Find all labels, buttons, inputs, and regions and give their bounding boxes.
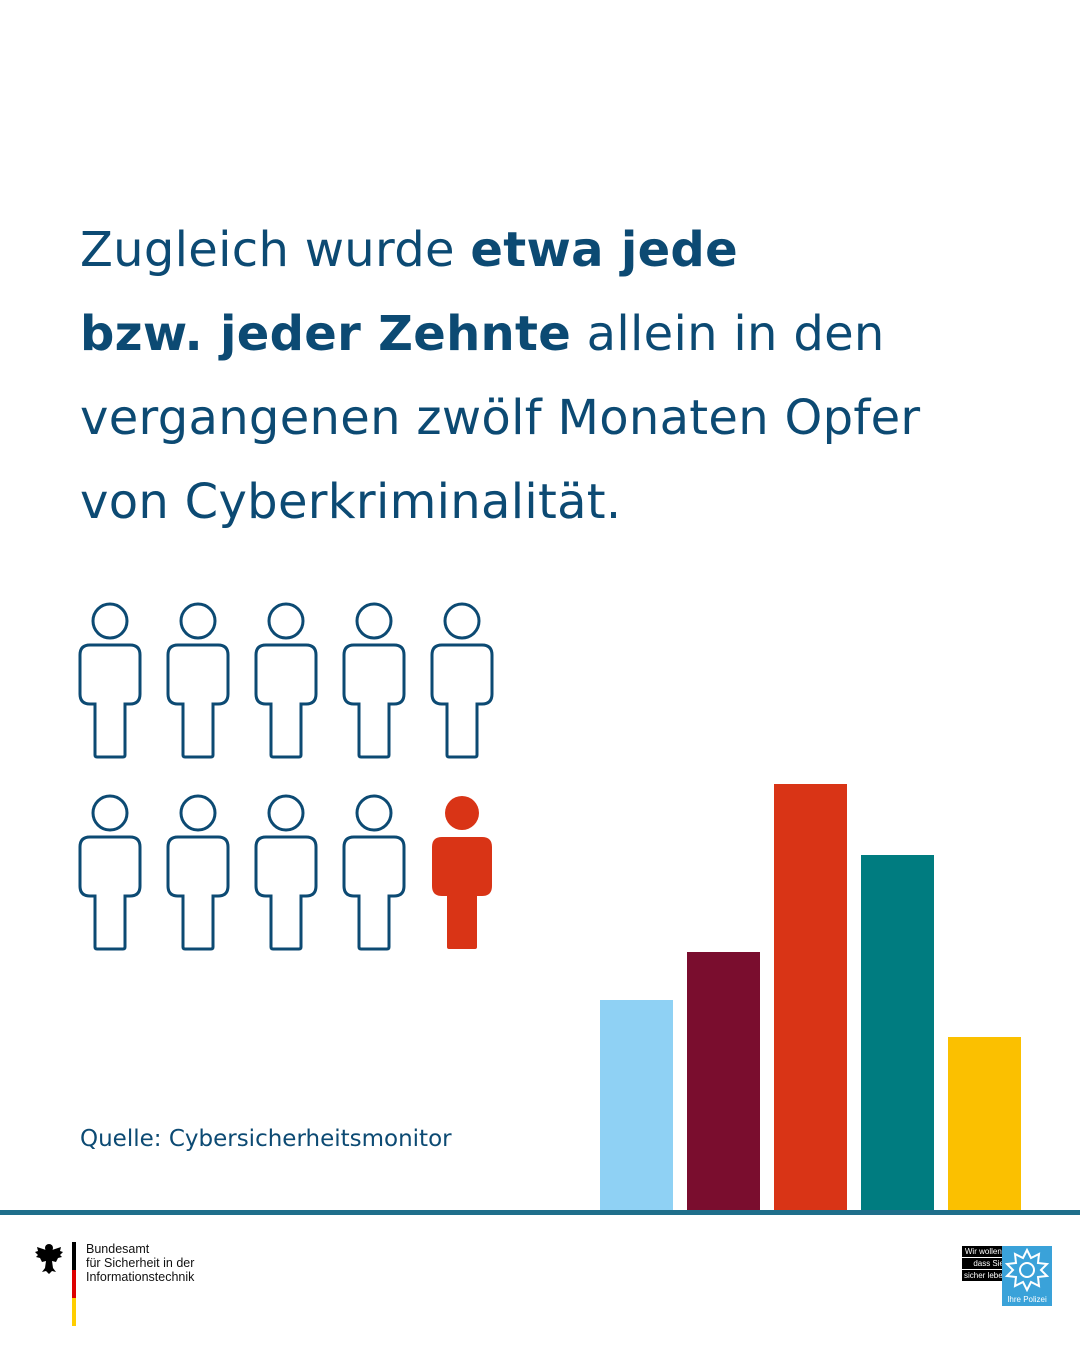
footer-divider bbox=[0, 1210, 1080, 1215]
bsi-line: Informationstechnik bbox=[86, 1270, 195, 1284]
headline-bold-2: bzw. jeder Zehnte bbox=[80, 306, 572, 362]
police-logo: Wir wollen, dass Sie sicher leben. Ihre … bbox=[962, 1246, 1054, 1308]
flag-stripe-red bbox=[72, 1270, 76, 1298]
bsi-name: Bundesamt für Sicherheit in der Informat… bbox=[86, 1242, 194, 1284]
headline-text-2: allein in den bbox=[571, 306, 885, 362]
flag-stripe-gold bbox=[72, 1298, 76, 1326]
people-pictogram bbox=[78, 602, 518, 954]
headline: Zugleich wurde etwa jede bzw. jeder Zehn… bbox=[80, 208, 1040, 544]
police-slogan-line: dass Sie bbox=[962, 1258, 1006, 1269]
police-tag: Ihre Polizei bbox=[1007, 1295, 1047, 1304]
person-icon bbox=[342, 794, 406, 951]
federal-eagle-icon bbox=[35, 1244, 63, 1274]
bsi-line: für Sicherheit in der bbox=[86, 1256, 195, 1270]
bsi-logo: Bundesamt für Sicherheit in der Informat… bbox=[34, 1240, 294, 1330]
german-flag-bar bbox=[72, 1242, 76, 1326]
person-icon bbox=[430, 602, 494, 759]
police-slogan: Wir wollen, dass Sie sicher leben. bbox=[962, 1246, 1010, 1282]
bsi-line: Bundesamt bbox=[86, 1242, 150, 1256]
person-icon bbox=[254, 794, 318, 951]
person-icon bbox=[78, 794, 142, 951]
decorative-bar-graphic bbox=[600, 760, 1024, 1212]
person-icon bbox=[342, 602, 406, 759]
decor-bar bbox=[687, 952, 760, 1212]
person-icon bbox=[78, 602, 142, 759]
person-icon bbox=[254, 602, 318, 759]
police-slogan-line: Wir wollen, bbox=[962, 1246, 1006, 1257]
headline-line-4: von Cyberkriminalität. bbox=[80, 474, 622, 530]
decor-bar bbox=[774, 784, 847, 1212]
person-icon-highlighted bbox=[432, 796, 492, 949]
person-icon bbox=[166, 794, 230, 951]
headline-text-1: Zugleich wurde bbox=[80, 222, 471, 278]
decor-bar bbox=[861, 855, 934, 1212]
decor-bar bbox=[948, 1037, 1021, 1212]
flag-stripe-black bbox=[72, 1242, 76, 1270]
decor-bar bbox=[600, 1000, 673, 1212]
person-icon bbox=[166, 602, 230, 759]
police-badge: Ihre Polizei bbox=[1002, 1246, 1052, 1306]
headline-line-3: vergangenen zwölf Monaten Opfer bbox=[80, 390, 921, 446]
source-note: Quelle: Cybersicherheitsmonitor bbox=[80, 1126, 452, 1152]
police-star-icon bbox=[1004, 1248, 1050, 1292]
police-slogan-line: sicher leben. bbox=[962, 1270, 1010, 1281]
headline-bold-1: etwa jede bbox=[470, 222, 738, 278]
